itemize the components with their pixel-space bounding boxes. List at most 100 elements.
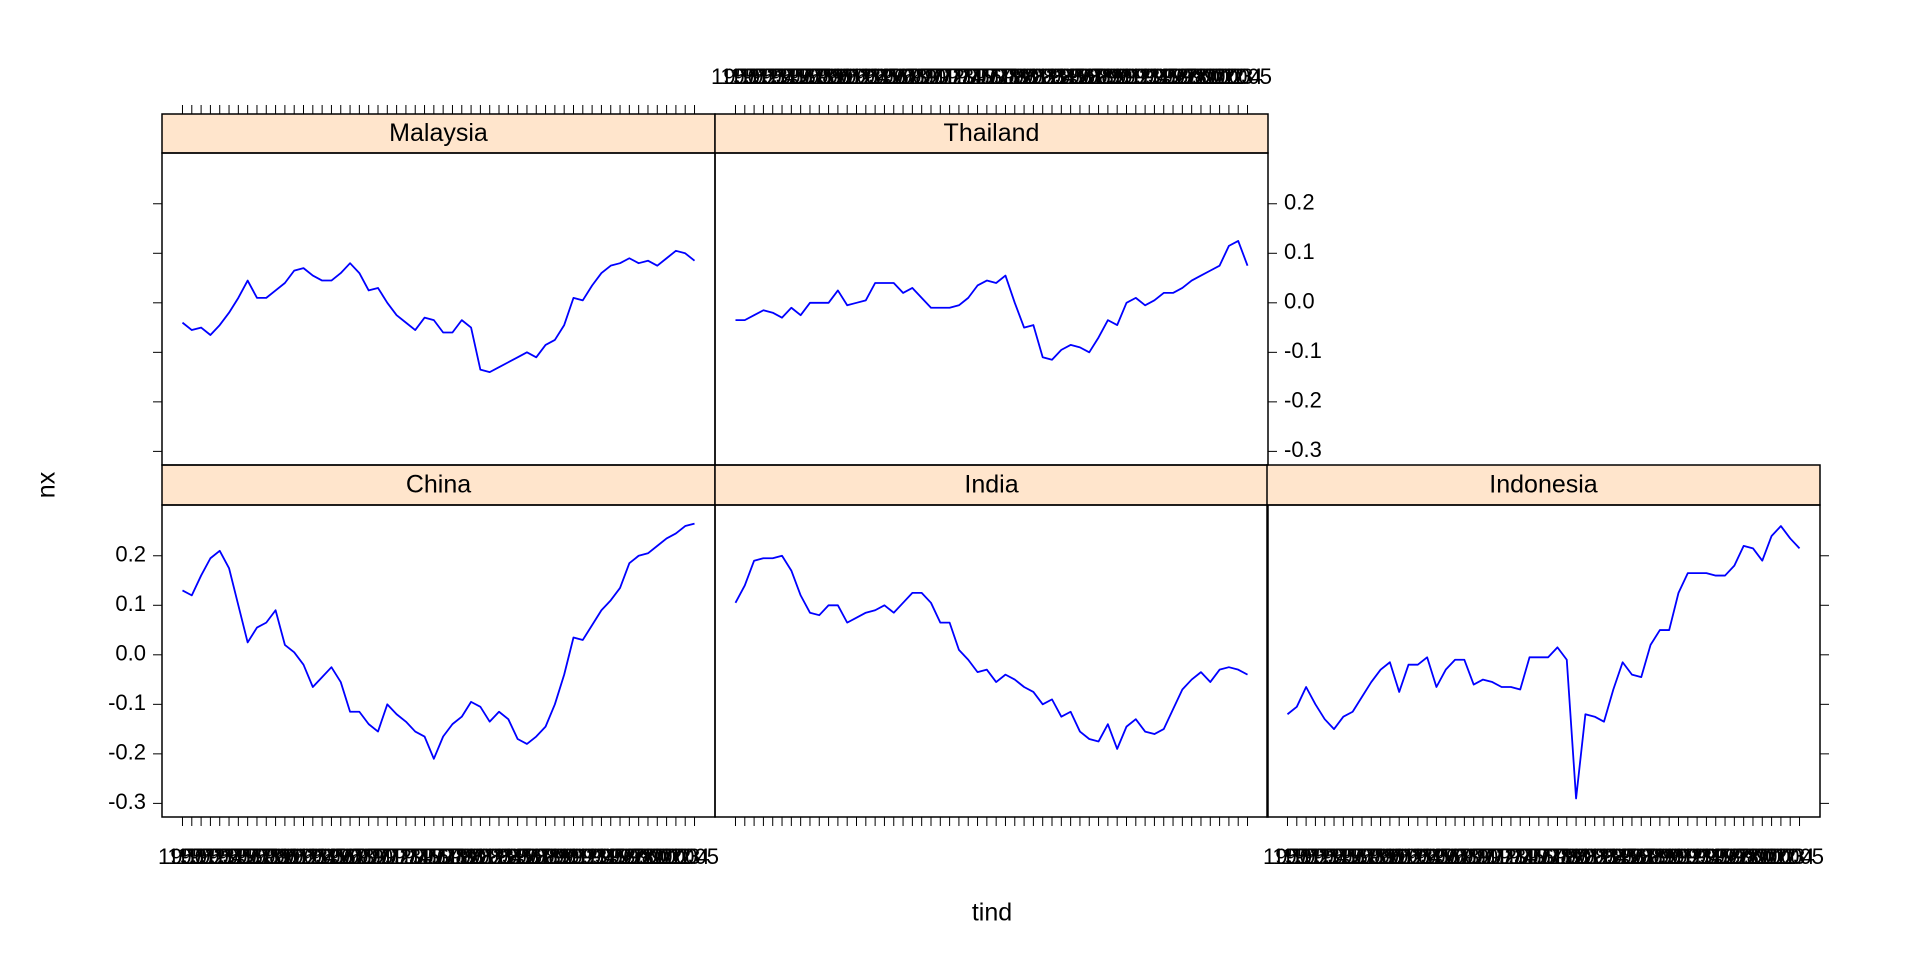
x-tick-label: 1951 xyxy=(720,64,769,89)
x-tick-label: 2004 xyxy=(1766,844,1815,869)
x-tick-label: 1970 xyxy=(1449,844,1498,869)
x-tick-label: 1987 xyxy=(502,844,551,869)
strip xyxy=(1266,464,1821,506)
x-tick-label: 1953 xyxy=(1291,844,1340,869)
x-tick-label: 1967 xyxy=(1421,844,1470,869)
data-line xyxy=(734,554,1248,750)
x-tick-label: 1960 xyxy=(804,64,853,89)
x-tick-label: 1984 xyxy=(475,844,524,869)
x-tick-label: 1966 xyxy=(1412,844,1461,869)
x-tick-label: 1971 xyxy=(907,64,956,89)
x-tick-label: 1989 xyxy=(521,844,570,869)
x-axis-title: tind xyxy=(972,899,1012,927)
x-tick-label: 1976 xyxy=(1505,844,1554,869)
y-tick-label: -0.1 xyxy=(108,690,146,715)
x-tick-label: 1993 xyxy=(1663,844,1712,869)
x-tick-label: 1972 xyxy=(916,64,965,89)
x-tick-label: 1991 xyxy=(1645,844,1694,869)
x-tick-label: 1954 xyxy=(1300,844,1349,869)
x-tick-label: 1952 xyxy=(177,844,226,869)
x-tick-label: 1996 xyxy=(1139,64,1188,89)
x-tick-label: 1990 xyxy=(1083,64,1132,89)
x-tick-label: 1961 xyxy=(260,844,309,869)
x-tick-label: 2000 xyxy=(1728,844,1777,869)
y-tick-label: -0.3 xyxy=(1284,437,1322,462)
x-tick-label: 2002 xyxy=(642,844,691,869)
x-tick-label: 1986 xyxy=(1598,844,1647,869)
x-tick-label: 1967 xyxy=(316,844,365,869)
x-tick-label: 1979 xyxy=(981,64,1030,89)
x-tick-label: 1963 xyxy=(279,844,328,869)
x-tick-label: 1963 xyxy=(1384,844,1433,869)
y-tick-label: 0.1 xyxy=(1284,239,1315,264)
x-tick-label: 1985 xyxy=(484,844,533,869)
x-tick-label: 1999 xyxy=(614,844,663,869)
x-tick-label: 1955 xyxy=(758,64,807,89)
y-tick-label: 0.1 xyxy=(115,591,146,616)
panel xyxy=(161,152,716,466)
x-tick-label: 1983 xyxy=(465,844,514,869)
x-tick-label: 1997 xyxy=(596,844,645,869)
x-tick-label: 2003 xyxy=(1756,844,1805,869)
x-tick-label: 1956 xyxy=(1319,844,1368,869)
x-tick-label: 1986 xyxy=(1046,64,1095,89)
x-tick-label: 1988 xyxy=(512,844,561,869)
x-tick-label: 1958 xyxy=(785,64,834,89)
y-tick-label: 0.2 xyxy=(1284,190,1315,215)
x-tick-label: 1982 xyxy=(1561,844,1610,869)
x-tick-label: 1950 xyxy=(711,64,760,89)
x-tick-label: 2005 xyxy=(1223,64,1272,89)
x-tick-label: 1965 xyxy=(851,64,900,89)
x-tick-label: 2001 xyxy=(1186,64,1235,89)
y-tick-label: 0.2 xyxy=(115,542,146,567)
data-line xyxy=(1286,525,1801,800)
x-tick-label: 1998 xyxy=(605,844,654,869)
panel xyxy=(714,152,1269,466)
x-tick-label: 1990 xyxy=(530,844,579,869)
y-tick-label: -0.2 xyxy=(1284,388,1322,413)
data-line xyxy=(182,522,695,760)
y-tick-label: 0.0 xyxy=(115,641,146,666)
x-tick-label: 2005 xyxy=(1775,844,1824,869)
x-tick-label: 1964 xyxy=(288,844,337,869)
x-tick-label: 1959 xyxy=(1347,844,1396,869)
x-tick-label: 1968 xyxy=(326,844,375,869)
x-tick-label: 2000 xyxy=(1176,64,1225,89)
x-tick-label: 1974 xyxy=(381,844,430,869)
x-tick-label: 1972 xyxy=(363,844,412,869)
panel xyxy=(1266,504,1821,818)
x-tick-label: 1989 xyxy=(1074,64,1123,89)
x-tick-label: 1999 xyxy=(1719,844,1768,869)
x-tick-label: 1980 xyxy=(990,64,1039,89)
x-tick-label: 2000 xyxy=(623,844,672,869)
x-tick-label: 1962 xyxy=(823,64,872,89)
panel xyxy=(714,504,1269,818)
x-tick-label: 1988 xyxy=(1617,844,1666,869)
x-tick-label: 1956 xyxy=(214,844,263,869)
x-tick-label: 1952 xyxy=(730,64,779,89)
x-tick-label: 1985 xyxy=(1589,844,1638,869)
x-tick-label: 2005 xyxy=(670,844,719,869)
x-tick-label: 1988 xyxy=(1065,64,1114,89)
x-tick-label: 1993 xyxy=(1111,64,1160,89)
x-tick-label: 1965 xyxy=(1403,844,1452,869)
x-tick-label: 1955 xyxy=(205,844,254,869)
x-tick-label: 1985 xyxy=(1037,64,1086,89)
x-tick-label: 1954 xyxy=(748,64,797,89)
x-tick-label: 1994 xyxy=(1121,64,1170,89)
x-tick-label: 1979 xyxy=(1533,844,1582,869)
x-tick-label: 1964 xyxy=(841,64,890,89)
x-tick-label: 1955 xyxy=(1310,844,1359,869)
x-tick-label: 1969 xyxy=(888,64,937,89)
x-tick-label: 1980 xyxy=(1542,844,1591,869)
x-tick-label: 1976 xyxy=(953,64,1002,89)
x-tick-label: 1994 xyxy=(1673,844,1722,869)
x-tick-label: 1956 xyxy=(767,64,816,89)
x-tick-label: 1964 xyxy=(1393,844,1442,869)
x-tick-label: 1966 xyxy=(307,844,356,869)
y-tick-label: -0.1 xyxy=(1284,338,1322,363)
x-tick-label: 1995 xyxy=(577,844,626,869)
x-tick-label: 1968 xyxy=(879,64,928,89)
x-tick-label: 1960 xyxy=(1356,844,1405,869)
